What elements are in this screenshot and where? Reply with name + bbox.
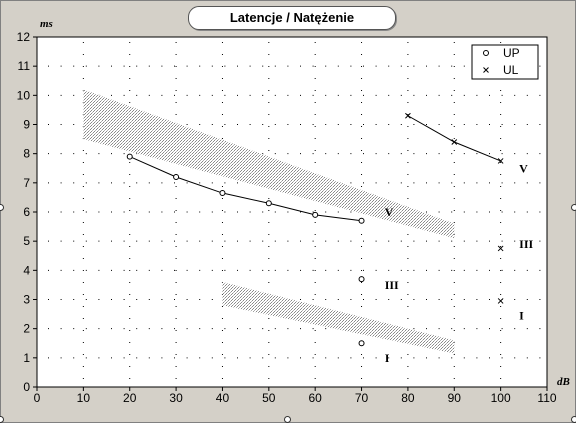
legend-label-ul: UL [503, 63, 519, 77]
y-tick-label-4: 4 [23, 263, 30, 277]
wave-label-0: V [385, 205, 394, 219]
x-tick-label-5: 50 [262, 391, 276, 405]
x-tick-label-7: 70 [355, 391, 369, 405]
resize-handle-bottom[interactable] [284, 416, 291, 423]
wave-label-4: III [519, 237, 533, 251]
legend-marker-ul [483, 67, 489, 73]
plot-area [36, 36, 548, 388]
x-tick-label-6: 60 [309, 391, 323, 405]
x-tick-label-1: 10 [77, 391, 91, 405]
legend-label-up: UP [503, 46, 520, 60]
y-tick-label-3: 3 [23, 293, 30, 307]
y-tick-label-8: 8 [23, 147, 30, 161]
series-line-up-v [129, 156, 362, 222]
x-tick-label-10: 100 [491, 391, 511, 405]
x-tick-label-4: 40 [216, 391, 230, 405]
legend-box [471, 44, 539, 80]
y-tick-label-0: 0 [23, 380, 30, 394]
x-tick-label-8: 80 [401, 391, 415, 405]
point-ul-iii-0 [497, 245, 504, 252]
y-tick-label-5: 5 [23, 234, 30, 248]
y-tick-label-1: 1 [23, 351, 30, 365]
point-up-v-4 [312, 211, 319, 218]
point-up-iii-0 [358, 276, 365, 283]
point-ul-i-0 [497, 298, 504, 304]
x-axis-label: dB [557, 376, 570, 388]
y-tick-label-7: 7 [23, 176, 30, 190]
chart-title: Latencje / Natężenie [188, 6, 396, 30]
norm-band-i [222, 282, 455, 354]
wave-label-5: I [519, 309, 524, 323]
y-axis-label: ms [40, 18, 53, 30]
y-tick-label-9: 9 [23, 118, 30, 132]
point-up-v-5 [358, 217, 365, 224]
y-tick-label-12: 12 [17, 30, 31, 44]
resize-handle-right[interactable] [571, 204, 576, 211]
wave-label-1: III [385, 278, 399, 292]
point-up-v-0 [126, 153, 133, 160]
legend: UP UL [471, 44, 539, 80]
plot-right-strip [505, 38, 546, 356]
point-up-i-0 [358, 340, 365, 347]
x-tick-label-0: 0 [34, 391, 41, 405]
x-axis: 0 10 20 30 40 50 60 70 80 90 100 110 [34, 387, 557, 405]
y-tick-label-2: 2 [23, 322, 30, 336]
legend-marker-up [483, 50, 489, 56]
x-tick-label-11: 110 [537, 391, 556, 405]
point-ul-v-2 [497, 158, 504, 164]
point-up-v-3 [265, 200, 272, 207]
wave-label-3: V [519, 161, 528, 175]
wave-label-2: I [385, 351, 390, 365]
resize-handle-bottom-right[interactable] [571, 416, 576, 423]
x-tick-label-3: 30 [169, 391, 183, 405]
point-up-v-2 [219, 190, 226, 197]
resize-handle-left[interactable] [0, 204, 4, 211]
norm-band-v [83, 89, 455, 239]
point-up-v-1 [173, 174, 180, 180]
point-ul-v-0 [405, 112, 411, 119]
x-tick-label-9: 90 [448, 391, 462, 405]
y-tick-label-11: 11 [18, 59, 31, 73]
y-tick-label-6: 6 [23, 205, 30, 219]
norm-bands [83, 89, 455, 354]
point-ul-v-1 [451, 139, 458, 145]
data-series [126, 112, 504, 347]
y-tick-label-10: 10 [17, 88, 31, 102]
x-tick-label-2: 20 [123, 391, 137, 405]
